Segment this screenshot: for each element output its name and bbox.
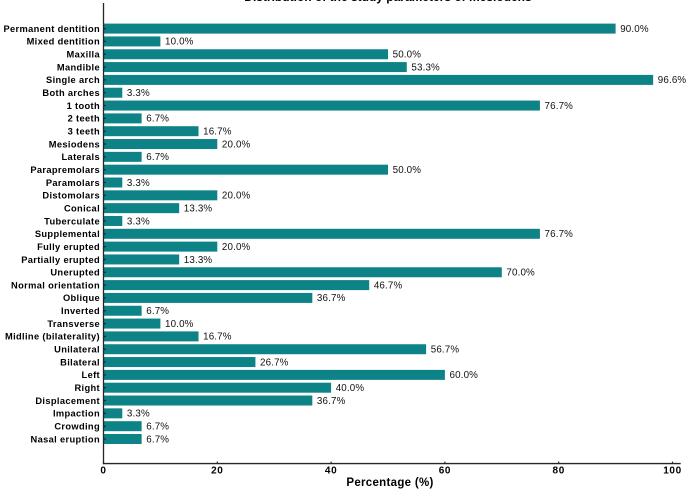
svg-text:Displacement: Displacement — [35, 396, 100, 406]
svg-text:70.0%: 70.0% — [506, 268, 535, 279]
svg-text:Maxilla: Maxilla — [67, 50, 101, 60]
svg-text:Transverse: Transverse — [47, 319, 100, 329]
svg-text:80: 80 — [553, 466, 565, 477]
svg-text:Impaction: Impaction — [53, 409, 100, 419]
svg-text:56.7%: 56.7% — [431, 345, 460, 356]
svg-text:20: 20 — [211, 466, 223, 477]
svg-text:Mixed dentition: Mixed dentition — [27, 37, 100, 47]
svg-text:20.0%: 20.0% — [222, 191, 251, 202]
svg-text:6.7%: 6.7% — [146, 434, 169, 445]
svg-text:Partially erupted: Partially erupted — [21, 255, 100, 265]
svg-text:Tuberculate: Tuberculate — [44, 216, 100, 226]
svg-text:Normal orientation: Normal orientation — [11, 280, 100, 290]
svg-text:3.3%: 3.3% — [127, 216, 150, 227]
svg-text:Inverted: Inverted — [61, 306, 100, 316]
svg-text:90.0%: 90.0% — [620, 24, 649, 35]
svg-text:20.0%: 20.0% — [222, 139, 251, 150]
svg-text:10.0%: 10.0% — [165, 319, 194, 330]
svg-text:Parapremolars: Parapremolars — [30, 165, 100, 175]
svg-text:3.3%: 3.3% — [127, 88, 150, 99]
svg-text:Unerupted: Unerupted — [50, 268, 100, 278]
svg-text:36.7%: 36.7% — [317, 293, 346, 304]
svg-text:10.0%: 10.0% — [165, 37, 194, 48]
svg-text:6.7%: 6.7% — [146, 421, 169, 432]
svg-text:Percentage (%): Percentage (%) — [346, 477, 433, 489]
svg-text:36.7%: 36.7% — [317, 396, 346, 407]
svg-text:Distribution of the study para: Distribution of the study parameters of … — [244, 0, 532, 4]
svg-text:60.0%: 60.0% — [450, 370, 479, 381]
svg-text:Both arches: Both arches — [42, 88, 100, 98]
svg-text:Single arch: Single arch — [46, 75, 100, 85]
svg-text:3.3%: 3.3% — [127, 409, 150, 420]
svg-text:13.3%: 13.3% — [184, 255, 213, 266]
svg-text:3.3%: 3.3% — [127, 178, 150, 189]
svg-text:Paramolars: Paramolars — [46, 178, 100, 188]
svg-text:0: 0 — [100, 466, 106, 477]
svg-text:Unilateral: Unilateral — [54, 345, 100, 355]
svg-text:100: 100 — [663, 466, 682, 477]
svg-text:40: 40 — [325, 466, 337, 477]
svg-text:3 teeth: 3 teeth — [68, 127, 100, 137]
svg-text:46.7%: 46.7% — [374, 280, 403, 291]
svg-text:13.3%: 13.3% — [184, 203, 213, 214]
svg-text:Conical: Conical — [64, 203, 100, 213]
svg-text:60: 60 — [439, 466, 451, 477]
svg-text:Laterals: Laterals — [62, 152, 100, 162]
svg-text:Oblique: Oblique — [63, 293, 100, 303]
svg-text:2 teeth: 2 teeth — [68, 114, 100, 124]
svg-text:76.7%: 76.7% — [545, 229, 574, 240]
svg-text:Left: Left — [82, 370, 100, 380]
svg-text:6.7%: 6.7% — [146, 306, 169, 317]
svg-text:Fully erupted: Fully erupted — [37, 242, 100, 252]
svg-text:Mesiodens: Mesiodens — [49, 139, 100, 149]
svg-text:Right: Right — [74, 383, 100, 393]
svg-text:6.7%: 6.7% — [146, 152, 169, 163]
svg-text:Midline (bilaterality): Midline (bilaterality) — [5, 332, 100, 342]
svg-text:40.0%: 40.0% — [336, 383, 365, 394]
svg-text:16.7%: 16.7% — [203, 332, 232, 343]
svg-text:Distomolars: Distomolars — [42, 191, 100, 201]
svg-text:16.7%: 16.7% — [203, 127, 232, 138]
svg-text:50.0%: 50.0% — [393, 50, 422, 61]
svg-text:50.0%: 50.0% — [393, 165, 422, 176]
svg-text:53.3%: 53.3% — [411, 62, 440, 73]
svg-text:Bilateral: Bilateral — [60, 357, 100, 367]
svg-text:1 tooth: 1 tooth — [67, 101, 100, 111]
svg-text:76.7%: 76.7% — [545, 101, 574, 112]
svg-text:96.6%: 96.6% — [658, 75, 687, 86]
svg-text:Permanent dentition: Permanent dentition — [3, 24, 100, 34]
svg-text:Nasal eruption: Nasal eruption — [31, 434, 100, 444]
svg-text:20.0%: 20.0% — [222, 242, 251, 253]
svg-text:Mandible: Mandible — [57, 62, 100, 72]
svg-text:6.7%: 6.7% — [146, 114, 169, 125]
svg-text:Crowding: Crowding — [54, 421, 100, 431]
svg-text:26.7%: 26.7% — [260, 357, 289, 368]
svg-text:Supplemental: Supplemental — [35, 229, 100, 239]
